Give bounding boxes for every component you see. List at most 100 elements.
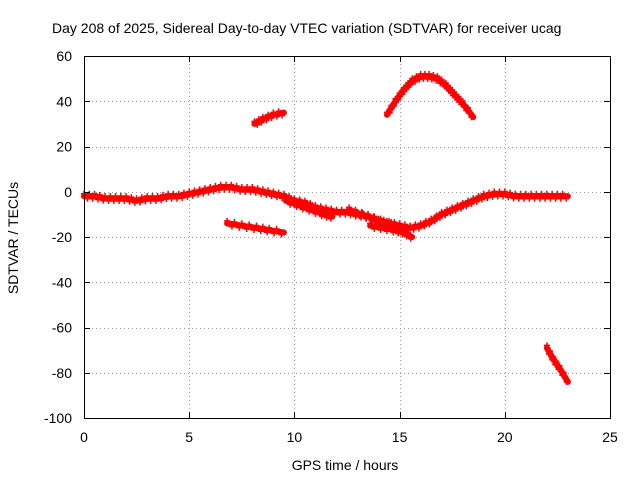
data-point xyxy=(377,215,384,222)
data-point xyxy=(407,81,414,88)
data-point xyxy=(236,224,243,231)
data-point xyxy=(547,348,554,355)
data-point xyxy=(100,197,107,204)
data-point xyxy=(307,199,314,206)
data-point xyxy=(433,77,440,84)
data-point xyxy=(500,193,507,200)
data-point xyxy=(434,73,441,80)
data-point xyxy=(405,229,412,236)
data-point xyxy=(402,230,409,237)
y-tick-label: 20 xyxy=(56,139,72,155)
data-point xyxy=(210,188,217,195)
data-point xyxy=(403,233,410,240)
data-point xyxy=(563,379,570,386)
data-point xyxy=(464,104,471,111)
data-point xyxy=(263,117,270,124)
x-tick-label: 0 xyxy=(80,429,88,445)
data-point xyxy=(310,207,317,214)
data-point xyxy=(268,193,275,200)
data-point xyxy=(459,98,466,105)
data-point xyxy=(105,198,112,205)
data-point xyxy=(563,195,570,202)
data-point xyxy=(406,232,413,239)
data-point xyxy=(552,195,559,202)
data-point xyxy=(562,374,569,381)
data-point xyxy=(137,199,144,206)
data-point xyxy=(365,211,372,218)
data-point xyxy=(521,195,528,202)
x-tick-label: 25 xyxy=(602,429,618,445)
data-point xyxy=(273,113,280,120)
data-point xyxy=(346,204,353,211)
data-point xyxy=(510,195,517,202)
data-point xyxy=(295,199,302,206)
data-point xyxy=(231,187,238,194)
data-point xyxy=(550,353,557,360)
data-point xyxy=(553,358,560,365)
data-point xyxy=(484,195,491,202)
data-point xyxy=(131,199,138,206)
data-point xyxy=(466,109,473,116)
data-point xyxy=(173,195,180,202)
data-point xyxy=(291,200,298,207)
data-point xyxy=(264,229,271,236)
x-tick-label: 10 xyxy=(287,429,303,445)
data-point xyxy=(400,226,407,233)
data-point xyxy=(297,203,304,210)
data-point xyxy=(360,212,367,219)
data-point xyxy=(268,115,275,122)
data-point xyxy=(152,198,159,205)
data-point xyxy=(390,103,397,110)
data-point xyxy=(362,215,369,222)
data-point xyxy=(377,227,384,234)
data-point xyxy=(184,193,191,200)
x-tick-label: 20 xyxy=(497,429,513,445)
data-point xyxy=(278,231,285,238)
data-point xyxy=(254,121,261,128)
data-point xyxy=(452,207,459,214)
data-point xyxy=(251,227,258,234)
data-point xyxy=(403,86,410,93)
data-point xyxy=(442,212,449,219)
data-point xyxy=(436,215,443,222)
data-point xyxy=(451,88,458,95)
data-point xyxy=(273,194,280,201)
data-point xyxy=(314,206,321,213)
data-point xyxy=(336,211,343,218)
data-point xyxy=(258,119,265,126)
data-point xyxy=(536,195,543,202)
data-point xyxy=(342,211,349,218)
data-point xyxy=(526,195,533,202)
data-point xyxy=(147,198,154,205)
data-point xyxy=(556,362,563,369)
data-point xyxy=(257,228,264,235)
data-point xyxy=(293,204,300,211)
data-point xyxy=(226,186,233,193)
data-point xyxy=(421,223,428,230)
data-point xyxy=(367,214,374,221)
data-point xyxy=(142,198,149,205)
data-point xyxy=(289,197,296,204)
data-point xyxy=(263,192,270,199)
data-point xyxy=(399,91,406,98)
data-point xyxy=(386,109,393,116)
data-point xyxy=(242,188,249,195)
data-point xyxy=(228,223,235,230)
data-point xyxy=(194,191,201,198)
data-point xyxy=(350,210,357,217)
data-point xyxy=(461,102,468,109)
data-point xyxy=(560,369,567,376)
data-point xyxy=(410,226,417,233)
data-point xyxy=(458,101,465,108)
data-point xyxy=(479,196,486,203)
data-point xyxy=(457,205,464,212)
data-point xyxy=(447,84,454,91)
y-tick-label: 60 xyxy=(56,48,72,64)
data-point xyxy=(489,193,496,200)
y-tick-label: -40 xyxy=(52,274,72,290)
y-axis-label: SDTVAR / TECUs xyxy=(5,182,21,294)
ticks-layer: 0 5 10 15 20 25 60 40 20 0 -20 -40 -60 -80 -100 xyxy=(44,48,618,445)
data-point xyxy=(316,209,323,216)
x-tick-label: 15 xyxy=(392,429,408,445)
